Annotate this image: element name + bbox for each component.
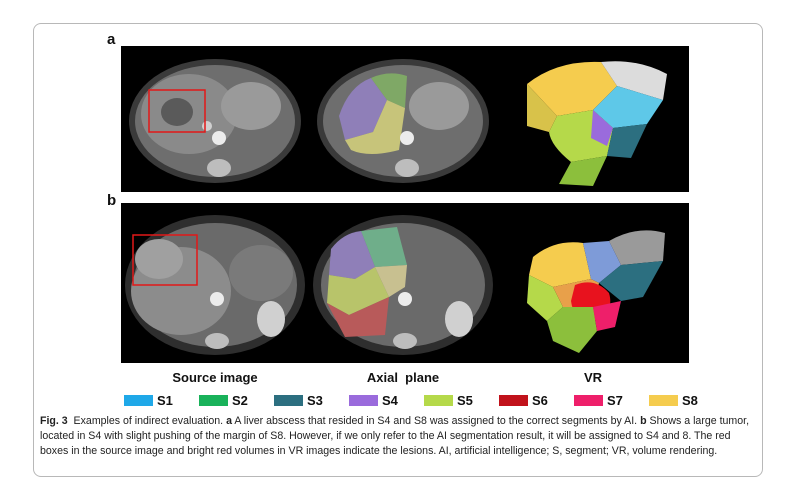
legend-swatch-s2 <box>199 394 228 406</box>
caption-text-a: A liver abscess that resided in S4 and S… <box>231 415 641 427</box>
legend-label-s5: S5 <box>457 392 473 408</box>
legend-swatch-s6 <box>499 394 528 406</box>
caption-figure-number: Fig. 3 <box>40 415 68 427</box>
row-a-axial-plane <box>309 46 497 192</box>
legend-item-s2: S2 <box>199 392 248 408</box>
legend-item-s8: S8 <box>649 392 698 408</box>
caption-intro: Examples of indirect evaluation. <box>67 415 227 427</box>
legend-label-s1: S1 <box>157 392 173 408</box>
legend-swatch-s4 <box>349 394 378 406</box>
caption-text-b: Shows a large tumor, located in S4 with … <box>40 415 752 457</box>
legend-item-s1: S1 <box>124 392 173 408</box>
row-b-source-image <box>121 203 309 363</box>
row-a-source-image <box>121 46 309 192</box>
legend-item-s5: S5 <box>424 392 473 408</box>
legend-item-s3: S3 <box>274 392 323 408</box>
panel-label-a: a <box>107 31 116 48</box>
legend-label-s6: S6 <box>532 392 548 408</box>
legend-label-s8: S8 <box>682 392 698 408</box>
panel-label-b: b <box>107 192 117 209</box>
legend-swatch-s5 <box>424 394 453 406</box>
legend-label-s4: S4 <box>382 392 398 408</box>
legend-label-s2: S2 <box>232 392 248 408</box>
caption-marker-b: b <box>640 415 647 427</box>
legend-swatch-s1 <box>124 394 153 406</box>
row-a-vr <box>497 46 689 192</box>
column-label-source-image: Source image <box>172 370 258 385</box>
legend-item-s7: S7 <box>574 392 623 408</box>
legend-swatch-s7 <box>574 394 603 406</box>
column-label-vr: VR <box>583 370 603 385</box>
legend-item-s6: S6 <box>499 392 548 408</box>
legend-label-s3: S3 <box>307 392 323 408</box>
legend-swatch-s3 <box>274 394 303 406</box>
legend-label-s7: S7 <box>607 392 623 408</box>
legend-item-s4: S4 <box>349 392 398 408</box>
figure-caption: Fig. 3 Examples of indirect evaluation. … <box>40 414 752 459</box>
caption-marker-a: a <box>226 415 232 427</box>
row-b-vr <box>497 203 689 363</box>
row-b-axial-plane <box>309 203 497 363</box>
segment-legend: S1 S2 S3 S4 S5 S6 S7 S8 <box>124 392 724 408</box>
column-label-axial-plane: Axial plane <box>366 370 440 385</box>
legend-swatch-s8 <box>649 394 678 406</box>
